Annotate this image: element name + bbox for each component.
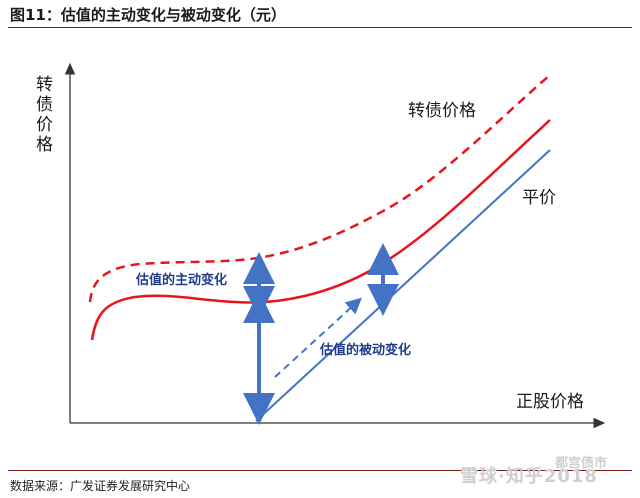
figure-title: 图11：估值的主动变化与被动变化（元） (10, 6, 286, 24)
parity-label: 平价 (522, 188, 556, 208)
bond-price-curve (90, 119, 551, 341)
convertible-price-curve (88, 74, 551, 303)
x-axis-label: 正股价格 (516, 392, 584, 412)
convertible-price-label: 转债价格 (408, 101, 476, 121)
y-axis-label-1: 转 (36, 75, 53, 95)
parity-line (255, 149, 551, 422)
y-axis-label-4: 格 (36, 135, 53, 155)
bottom-divider (8, 470, 632, 471)
passive-change-label: 估值的被动变化 (319, 342, 411, 358)
watermark-tag: 都宫债市 (555, 456, 608, 471)
y-axis-label-3: 价 (36, 115, 53, 135)
watermark: 雪球·知乎2018 (460, 466, 598, 487)
passive-change-dashed-arrow (274, 297, 362, 378)
active-change-label: 估值的主动变化 (135, 272, 227, 288)
top-divider (8, 27, 632, 28)
source-note: 数据来源：广发证券发展研究中心 (10, 479, 191, 493)
y-axis-label-2: 债 (36, 95, 53, 115)
